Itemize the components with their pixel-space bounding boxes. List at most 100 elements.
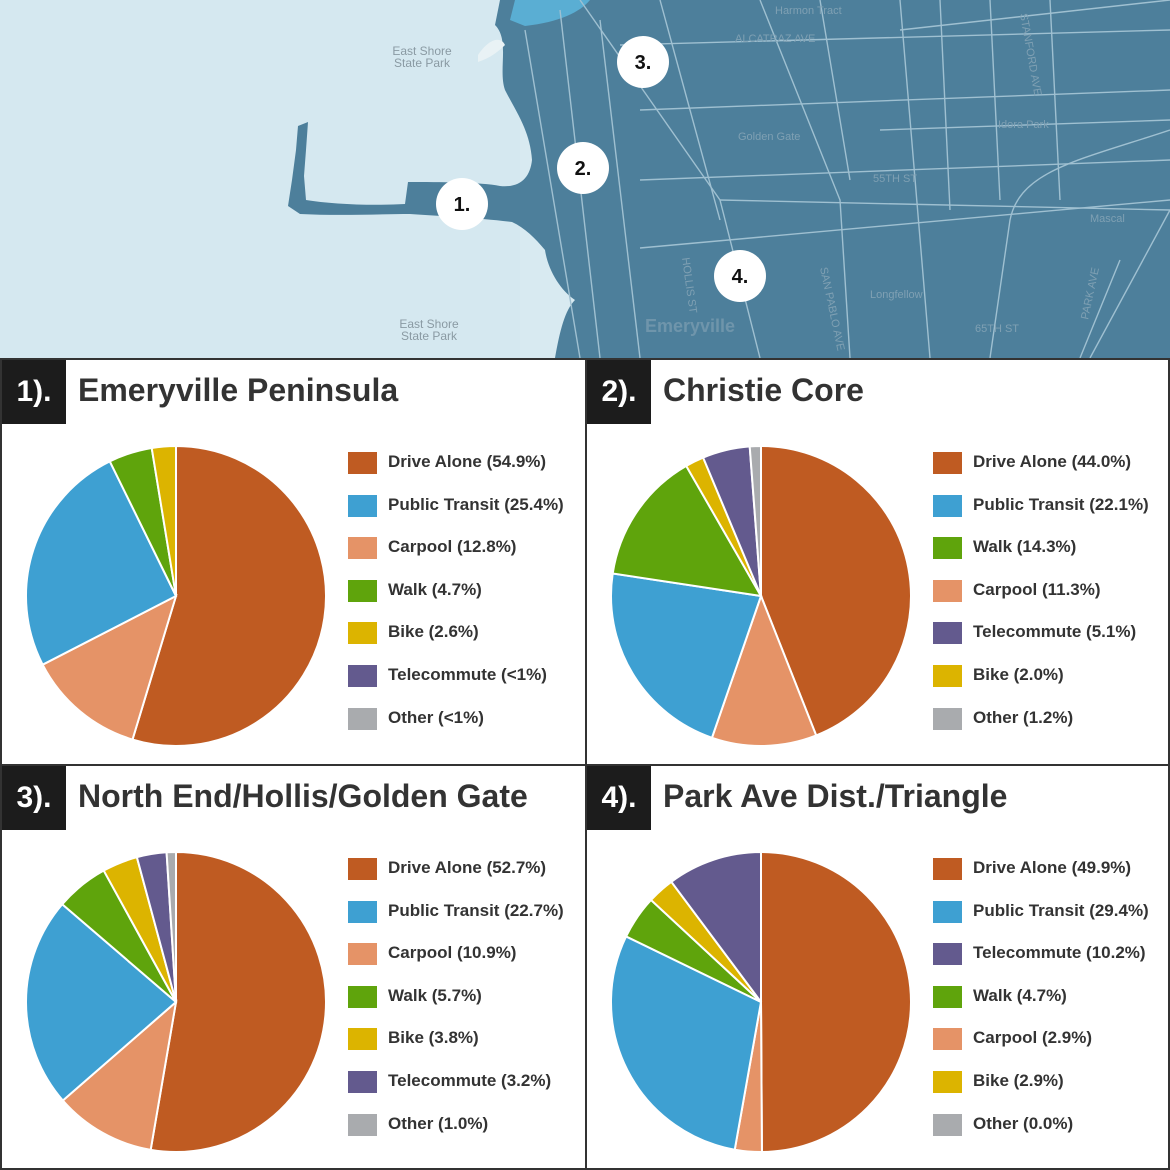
park-label-top-1: East Shore [392, 44, 452, 58]
legend-swatch [933, 943, 962, 966]
marker-1[interactable]: 1. [436, 178, 488, 230]
legend-label: Telecommute (5.1%) [973, 622, 1137, 642]
pie-slice-other [748, 444, 762, 597]
pie-slice-drive-alone [760, 850, 912, 1154]
legend-label: Telecommute (3.2%) [388, 1070, 552, 1090]
panel-title: Emeryville Peninsula [78, 372, 399, 408]
pie-slice-drive-alone [149, 850, 327, 1153]
street-label: Longfellow [870, 289, 923, 301]
park-label-bottom-1: East Shore [399, 317, 459, 331]
street-label: Idora Park [998, 119, 1049, 131]
legend-swatch [348, 1028, 377, 1051]
street-label: Mascal [1090, 213, 1125, 225]
marker-4-label: 4. [732, 266, 749, 288]
legend-label: Telecommute (<1%) [388, 664, 547, 684]
svg-text:State Park: State Park [401, 329, 458, 343]
legend-swatch [348, 579, 377, 602]
map-land [288, 0, 1170, 358]
legend-label: Public Transit (25.4%) [388, 494, 564, 514]
park-label-top-2: State Park [394, 56, 451, 70]
legend-swatch [933, 579, 962, 602]
panel-title: North End/Hollis/Golden Gate [78, 778, 528, 814]
marker-1-label: 1. [454, 194, 471, 216]
pie-slice-carpool [710, 593, 818, 747]
legend-label: Carpool (10.9%) [388, 943, 517, 963]
legend-swatch [348, 858, 377, 880]
panel-number: 4). [587, 766, 651, 830]
legend-swatch [933, 1028, 962, 1051]
marker-3[interactable]: 3. [617, 36, 669, 88]
panel-christie-core: 2). Christie Core Drive Alone (44.0%) Pub… [585, 358, 1170, 766]
pie-slice-carpool [41, 594, 178, 741]
legend-label: Walk (5.7%) [388, 985, 482, 1005]
legend-swatch [933, 900, 962, 923]
legend-label: Public Transit (22.1%) [973, 494, 1149, 514]
legend-label: Public Transit (29.4%) [973, 900, 1149, 920]
marker-3-label: 3. [635, 52, 652, 74]
marker-2-label: 2. [575, 158, 592, 180]
legend-swatch [348, 985, 377, 1008]
panel-emeryville-peninsula: 1). Emeryville Peninsula Drive Alone (54… [0, 358, 587, 766]
marker-4[interactable]: 4. [714, 250, 766, 302]
legend-swatch [933, 985, 962, 1008]
pie-chart [610, 850, 912, 1154]
street-label: 55TH ST [873, 173, 917, 185]
legend-swatch [348, 1070, 377, 1093]
pie-slice-walk [611, 464, 763, 598]
legend-swatch [348, 943, 377, 966]
legend-label: Drive Alone (49.9%) [973, 858, 1132, 877]
legend-swatch [933, 858, 962, 880]
marker-2[interactable]: 2. [557, 142, 609, 194]
legend-label: Bike (2.9%) [973, 1070, 1064, 1090]
legend-swatch [348, 707, 377, 730]
legend-swatch [348, 664, 377, 687]
pie-slice-public-transit [610, 935, 763, 1151]
legend-label: Other (1.0%) [388, 1113, 489, 1133]
legend-swatch [933, 1113, 962, 1136]
pie-chart [25, 850, 327, 1153]
legend-swatch [933, 1070, 962, 1093]
pie-slice-public-transit [610, 572, 763, 740]
panel-number: 3). [2, 766, 66, 830]
legend-swatch [933, 452, 962, 474]
legend-label: Walk (4.7%) [973, 985, 1067, 1005]
legend-swatch [348, 900, 377, 923]
legend-swatch [348, 622, 377, 645]
legend-label: Public Transit (22.7%) [388, 900, 564, 920]
legend-label: Carpool (12.8%) [388, 537, 517, 557]
legend-label: Carpool (11.3%) [973, 579, 1101, 599]
legend-swatch [348, 452, 377, 474]
legend-label: Bike (2.6%) [388, 622, 479, 642]
map-shoreline-park [478, 39, 505, 62]
panel-park-ave-triangle: 4). Park Ave Dist./Triangle Drive Alone … [585, 764, 1170, 1170]
legend-label: Walk (14.3%) [973, 537, 1077, 557]
panel-title: Park Ave Dist./Triangle [663, 778, 1008, 814]
legend-label: Walk (4.7%) [388, 579, 482, 599]
pie-slice-bike [150, 444, 177, 597]
map-streets [524, 0, 1170, 358]
legend-swatch [348, 1113, 377, 1136]
legend-swatch [348, 494, 377, 517]
pie-slice-carpool [61, 999, 178, 1152]
legend-swatch [933, 707, 962, 730]
svg-text:East Shore: East Shore [392, 44, 452, 58]
legend-label: Telecommute (10.2%) [973, 943, 1146, 963]
legend-swatch [933, 494, 962, 517]
pie-slice-drive-alone [131, 444, 327, 747]
pie-slice-public-transit [25, 902, 178, 1102]
legend-swatch [933, 622, 962, 645]
pie-slice-public-transit [25, 460, 178, 667]
svg-text:East Shore: East Shore [399, 317, 459, 331]
svg-text:State Park: State Park [394, 56, 451, 70]
legend-label: Carpool (2.9%) [973, 1028, 1093, 1048]
street-label: ALCATRAZ AVE [735, 33, 815, 45]
legend-label: Bike (3.8%) [388, 1028, 479, 1048]
legend-label: Drive Alone (44.0%) [973, 452, 1132, 471]
neighborhood-map: East Shore State Park East Shore State P… [0, 0, 1170, 358]
street-label: 65TH ST [975, 323, 1019, 335]
panel-north-end-hollis-golden-gate: 3). North End/Hollis/Golden Gate Drive A… [0, 764, 587, 1170]
map-water-shading [0, 0, 520, 358]
street-label: Golden Gate [738, 131, 800, 143]
legend-label: Other (0.0%) [973, 1113, 1074, 1133]
legend-label: Drive Alone (54.9%) [388, 452, 547, 471]
